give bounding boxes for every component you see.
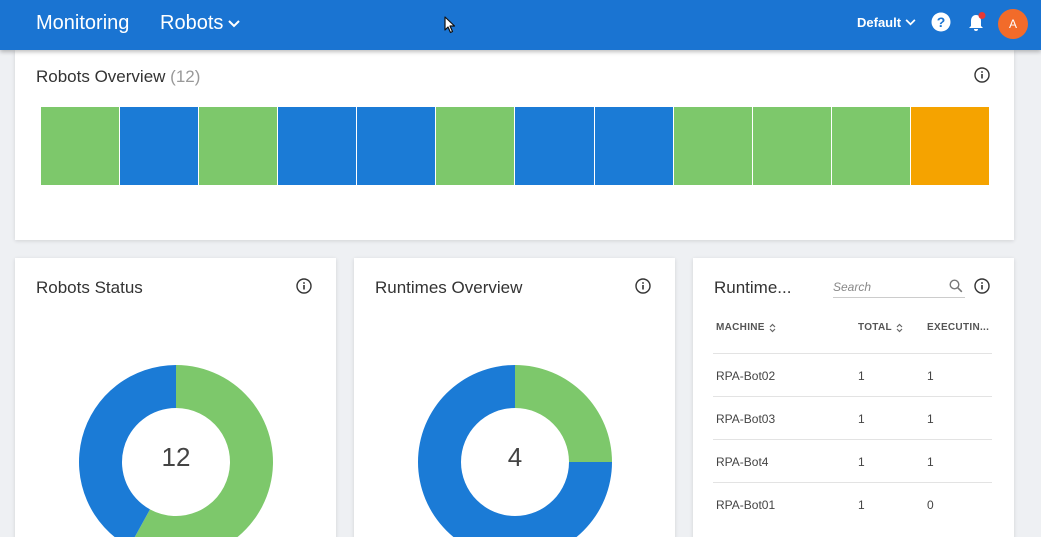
- robot-tile[interactable]: [278, 107, 357, 185]
- donut-segment[interactable]: [418, 365, 612, 537]
- robot-tile[interactable]: [673, 107, 752, 185]
- tenant-label: Default: [857, 15, 902, 30]
- help-icon[interactable]: ?: [931, 12, 951, 32]
- donut-segment[interactable]: [79, 365, 176, 537]
- robots-status-card: Robots Status 12: [15, 258, 336, 537]
- cell-total: 1: [858, 455, 865, 469]
- robot-tile[interactable]: [594, 107, 673, 185]
- sort-icon: [769, 323, 776, 332]
- donut-segment[interactable]: [515, 365, 612, 462]
- chevron-down-icon: [228, 19, 241, 27]
- robots-status-donut[interactable]: [76, 362, 276, 537]
- table-row[interactable]: RPA-Bot02 1 1: [713, 353, 992, 396]
- table-row[interactable]: RPA-Bot4 1 1: [713, 439, 992, 482]
- table-row[interactable]: RPA-Bot03 1 1: [713, 396, 992, 439]
- cell-machine: RPA-Bot01: [716, 498, 776, 512]
- mouse-cursor-icon: [444, 16, 456, 34]
- table-row[interactable]: RPA-Bot01 1 0: [713, 482, 992, 525]
- sort-icon: [896, 323, 903, 332]
- runtimes-overview-donut[interactable]: [415, 362, 615, 537]
- column-header-total-label: TOTAL: [858, 322, 892, 333]
- runtimes-overview-title: Runtimes Overview: [375, 278, 523, 297]
- runtimes-table-card: Runtime... MACHINE TOTAL EXECUTIN... RPA…: [693, 258, 1014, 537]
- search-input[interactable]: [833, 280, 943, 294]
- info-icon[interactable]: [974, 278, 990, 294]
- cell-executing: 1: [927, 455, 934, 469]
- robots-status-title: Robots Status: [36, 278, 143, 297]
- cell-executing: 1: [927, 412, 934, 426]
- robots-overview-title: Robots Overview (12): [36, 67, 200, 87]
- robot-tile[interactable]: [515, 107, 594, 185]
- avatar[interactable]: A: [998, 9, 1028, 39]
- robots-overview-title-text: Robots Overview: [36, 67, 166, 86]
- donut-segment[interactable]: [129, 365, 273, 537]
- column-header-machine[interactable]: MACHINE: [716, 322, 776, 333]
- robots-nav-dropdown[interactable]: Robots: [160, 12, 241, 35]
- robot-tile[interactable]: [752, 107, 831, 185]
- runtimes-overview-total: 4: [507, 442, 523, 472]
- column-header-machine-label: MACHINE: [716, 322, 765, 333]
- cell-total: 1: [858, 412, 865, 426]
- column-header-executing[interactable]: EXECUTIN...: [927, 322, 989, 333]
- cell-machine: RPA-Bot03: [716, 412, 776, 426]
- search-box: [833, 278, 965, 298]
- robot-tile[interactable]: [357, 107, 436, 185]
- robots-overview-count: (12): [170, 67, 201, 86]
- robot-tile[interactable]: [120, 107, 199, 185]
- robots-nav-label: Robots: [160, 12, 224, 34]
- runtimes-table-title: Runtime...: [714, 278, 792, 297]
- search-icon[interactable]: [949, 279, 963, 293]
- cell-executing: 1: [927, 369, 934, 383]
- robots-status-total: 12: [161, 442, 191, 472]
- cell-machine: RPA-Bot4: [716, 455, 769, 469]
- cell-total: 1: [858, 498, 865, 512]
- info-icon[interactable]: [296, 278, 312, 294]
- robot-tile[interactable]: [41, 107, 120, 185]
- cell-machine: RPA-Bot02: [716, 369, 776, 383]
- cell-executing: 0: [927, 498, 934, 512]
- top-bar: Monitoring Robots Default ? A: [0, 0, 1041, 50]
- robot-tiles: [41, 107, 989, 185]
- robots-overview-card: Robots Overview (12): [15, 50, 1014, 240]
- robot-tile[interactable]: [831, 107, 910, 185]
- cell-total: 1: [858, 369, 865, 383]
- tenant-selector[interactable]: Default: [857, 15, 916, 30]
- column-header-executing-label: EXECUTIN...: [927, 322, 990, 333]
- svg-text:?: ?: [937, 14, 946, 30]
- robot-tile[interactable]: [436, 107, 515, 185]
- robot-tile[interactable]: [199, 107, 278, 185]
- chevron-down-icon: [905, 19, 916, 26]
- info-icon[interactable]: [974, 67, 990, 83]
- robot-tile[interactable]: [910, 107, 989, 185]
- app-title[interactable]: Monitoring: [36, 12, 130, 34]
- bell-icon[interactable]: [966, 12, 988, 34]
- runtimes-overview-card: Runtimes Overview 4: [354, 258, 675, 537]
- info-icon[interactable]: [635, 278, 651, 294]
- column-header-total[interactable]: TOTAL: [858, 322, 903, 333]
